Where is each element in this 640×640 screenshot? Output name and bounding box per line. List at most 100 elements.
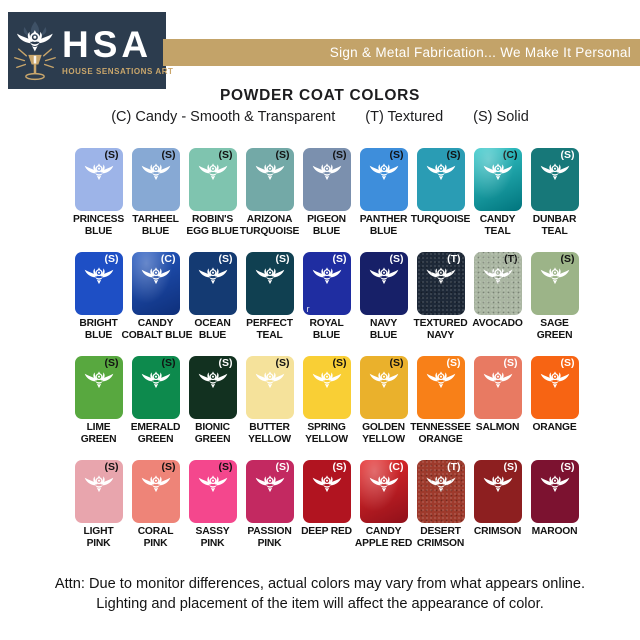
lotus-icon (540, 475, 569, 493)
finish-badge: (T) (447, 253, 461, 265)
swatch-cell: (S) DUNBAR TEAL (526, 148, 583, 252)
lotus-icon (312, 267, 341, 285)
lotus-icon (369, 371, 398, 389)
swatch-label: PIGEON BLUE (307, 214, 346, 237)
lotus-icon (426, 163, 455, 181)
lotus-icon (198, 475, 227, 493)
swatch-cell: (C) CANDY COBALT BLUE (122, 252, 193, 356)
color-swatch: (C) (131, 252, 180, 315)
disclaimer-line-2: Lighting and placement of the item will … (96, 596, 544, 612)
swatch-label: CORAL PINK (137, 526, 174, 549)
swatch-cell: (T) AVOCADO (469, 252, 526, 356)
swatch-cell: (S) ROBIN'S EGG BLUE (184, 148, 241, 252)
lotus-icon (483, 163, 512, 181)
swatch-cell: (S) ARIZONA TURQUOISE (240, 148, 299, 252)
swatch-label: CANDY COBALT BLUE (121, 318, 193, 341)
swatch-label: GOLDEN YELLOW (362, 422, 405, 445)
lotus-icon (540, 267, 569, 285)
swatch-label: ROYAL BLUE (309, 318, 344, 341)
finish-badge: (T) (504, 253, 518, 265)
finish-badge: (S) (104, 357, 119, 369)
lotus-icon (540, 163, 569, 181)
hsa-logo: HSA HOUSE SENSATIONS ART (8, 12, 173, 89)
swatch-cell: (S) PASSION PINK (241, 460, 298, 564)
swatch-cell: (S) BUTTER YELLOW (241, 356, 298, 460)
color-swatch: (S) (530, 356, 579, 419)
lotus-icon (198, 371, 227, 389)
swatch-cell: (S) LIGHT PINK (70, 460, 127, 564)
finish-badge: (S) (275, 149, 290, 161)
swatch-cell: (S) BIONIC GREEN (184, 356, 241, 460)
color-swatch: (S) (245, 252, 294, 315)
swatch-label: SPRING YELLOW (305, 422, 348, 445)
finish-badge: (S) (275, 461, 290, 473)
color-swatch: (S) (74, 460, 123, 523)
color-swatch: (S) (245, 356, 294, 419)
swatch-cell: (S) PERFECT TEAL (241, 252, 298, 356)
swatch-label: LIME GREEN (80, 422, 117, 445)
lotus-icon (426, 371, 455, 389)
legend-item-textured: (T) Textured (365, 109, 444, 125)
lotus-icon (255, 163, 284, 181)
lotus-icon (84, 267, 113, 285)
color-swatch: (S) (131, 356, 180, 419)
finish-badge: (S) (503, 461, 518, 473)
swatch-grid: (S) PRINCESS BLUE (S) (70, 148, 583, 564)
swatch-label: PERFECT TEAL (246, 318, 293, 341)
lotus-torch-icon (14, 20, 56, 80)
swatch-label: PASSION PINK (247, 526, 292, 549)
color-swatch: (S) (302, 356, 351, 419)
lotus-icon (198, 163, 227, 181)
finish-badge: (S) (446, 357, 461, 369)
lotus-icon (255, 371, 284, 389)
swatch-label: ORANGE (532, 422, 577, 433)
color-swatch: (S) (188, 148, 237, 211)
swatch-label: ROBIN'S EGG BLUE (186, 214, 239, 237)
finish-badge: (S) (161, 357, 176, 369)
swatch-label: SALMON (475, 422, 520, 433)
finish-badge: (S) (275, 357, 290, 369)
swatch-cell: (S) EMERALD GREEN (127, 356, 184, 460)
legend-item-candy: (C) Candy - Smooth & Transparent (111, 109, 336, 125)
lotus-icon (198, 267, 227, 285)
swatch-label: BIONIC GREEN (194, 422, 231, 445)
color-swatch: (S) (416, 356, 465, 419)
lotus-icon (426, 267, 455, 285)
finish-badge: (S) (104, 253, 119, 265)
finish-badge: (S) (332, 357, 347, 369)
swatch-cell: (S) PIGEON BLUE (298, 148, 355, 252)
swatch-cell: (C) CANDY APPLE RED (355, 460, 412, 564)
lotus-icon (84, 475, 113, 493)
swatch-cell: (S) TARHEEL BLUE (127, 148, 184, 252)
finish-badge: (S) (389, 253, 404, 265)
finish-badge: (S) (446, 149, 461, 161)
color-swatch: (S) (188, 356, 237, 419)
color-swatch: (S) (74, 356, 123, 419)
color-swatch: (S) r (302, 252, 351, 315)
swatch-label: CANDY TEAL (479, 214, 516, 237)
swatch-cell: (S) ORANGE (526, 356, 583, 460)
color-swatch: (S) (530, 148, 579, 211)
swatch-label: BUTTER YELLOW (248, 422, 291, 445)
color-swatch: (C) (359, 460, 408, 523)
lotus-icon (312, 475, 341, 493)
lotus-icon (84, 163, 113, 181)
tagline-banner: Sign & Metal Fabrication... We Make It P… (163, 39, 640, 66)
color-swatch: (S) (74, 148, 123, 211)
finish-badge: (S) (332, 461, 347, 473)
finish-badge: (C) (388, 461, 404, 473)
swatch-label: TENNESSEE ORANGE (410, 422, 471, 445)
swatch-cell: (S) SASSY PINK (184, 460, 241, 564)
color-swatch: (S) (359, 356, 408, 419)
color-swatch: (S) (302, 148, 351, 211)
finish-badge: (S) (389, 149, 404, 161)
finish-badge: (S) (503, 357, 518, 369)
finish-badge: (S) (560, 253, 575, 265)
color-swatch: (S) (416, 148, 465, 211)
finish-badge: (S) (218, 149, 233, 161)
color-swatch: (S) (245, 148, 294, 211)
finish-badge: (S) (275, 253, 290, 265)
swatch-cell: (S) TENNESSEE ORANGE (410, 356, 471, 460)
swatch-cell: (S) PRINCESS BLUE (70, 148, 127, 252)
finish-badge: (S) (560, 357, 575, 369)
